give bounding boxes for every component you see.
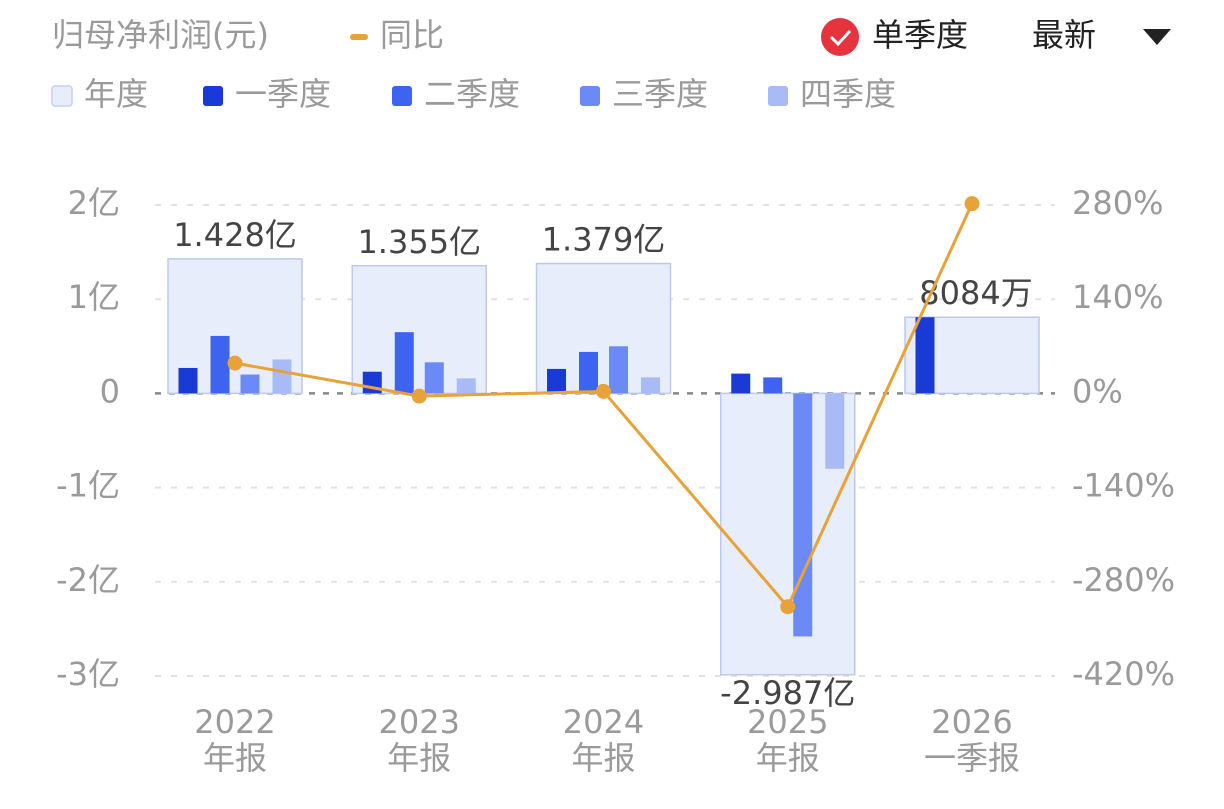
- x-tick-label: 2023: [379, 703, 460, 741]
- quarter-bar: [825, 393, 845, 469]
- legend-label: 二季度: [424, 75, 520, 113]
- quarter-bar: [210, 335, 230, 394]
- x-tick-label: 2022: [194, 703, 275, 741]
- yoy-point: [780, 599, 796, 615]
- value-label: 1.355亿: [357, 223, 481, 261]
- y2-tick-label: 280%: [1072, 184, 1163, 222]
- legend-swatch: [768, 86, 788, 106]
- y-tick-label: -1亿: [56, 467, 120, 505]
- quarter-bar: [547, 368, 566, 394]
- quarter-bar: [731, 373, 751, 394]
- check-mark: [829, 29, 852, 47]
- y2-tick-label: -280%: [1072, 561, 1175, 599]
- quarter-bar: [456, 378, 476, 394]
- legend-swatch: [51, 85, 73, 107]
- legend-label: 四季度: [800, 75, 896, 113]
- quarter-bar: [793, 393, 813, 637]
- quarter-bar: [240, 374, 260, 394]
- x-tick-label: 年报: [756, 739, 820, 777]
- x-tick-label: 一季报: [924, 739, 1020, 777]
- x-tick-label: 年报: [387, 739, 451, 777]
- yoy-point: [964, 196, 980, 212]
- x-tick-label: 年报: [571, 739, 635, 777]
- y-tick-label: 0: [100, 372, 120, 410]
- x-tick-label: 2026: [931, 703, 1012, 741]
- value-label: -2.987亿: [720, 674, 855, 712]
- x-tick-label: 2024: [563, 703, 644, 741]
- quarter-bar: [609, 346, 628, 394]
- y-tick-label: 2亿: [68, 184, 120, 222]
- legend-swatch: [580, 86, 600, 106]
- quarter-bar: [641, 377, 660, 394]
- dropdown-label: 最新: [1032, 16, 1096, 54]
- legend-label: 三季度: [612, 75, 708, 113]
- quarter-bar: [178, 367, 198, 394]
- y-tick-label: 1亿: [68, 278, 120, 316]
- legend-swatch: [203, 86, 223, 106]
- toggle-label: 单季度: [872, 16, 968, 54]
- y-tick-label: -3亿: [56, 655, 120, 693]
- dropdown-arrow: [1143, 29, 1171, 45]
- quarter-bar: [579, 351, 598, 394]
- x-tick-label: 年报: [203, 739, 267, 777]
- legend-label: 年度: [84, 75, 148, 113]
- x-tick-label: 2025: [747, 703, 828, 741]
- line-legend-label: 同比: [380, 16, 444, 54]
- quarter-bar: [272, 359, 292, 394]
- yoy-point: [596, 383, 611, 399]
- legend-label: 一季度: [235, 75, 331, 113]
- line-legend-swatch: [350, 34, 368, 40]
- legend-swatch: [392, 86, 412, 106]
- quarter-bar: [394, 332, 414, 394]
- y-tick-label: -2亿: [56, 561, 120, 599]
- quarter-bar: [763, 377, 783, 394]
- quarter-bar: [915, 317, 935, 394]
- y2-tick-label: -140%: [1072, 467, 1175, 505]
- check-icon: [821, 18, 859, 56]
- chart-title: 归母净利润(元): [52, 16, 269, 54]
- quarter-bar: [424, 362, 444, 394]
- latest-dropdown[interactable]: 最新: [1032, 16, 1171, 54]
- y2-tick-label: 140%: [1072, 278, 1163, 316]
- yoy-point: [411, 388, 427, 404]
- value-label: 1.379亿: [542, 220, 666, 258]
- value-label: 1.428亿: [173, 216, 297, 254]
- y2-tick-label: -420%: [1072, 655, 1175, 693]
- single-quarter-toggle[interactable]: 单季度: [821, 16, 968, 56]
- yoy-point: [227, 355, 243, 371]
- y2-tick-label: 0%: [1072, 372, 1123, 410]
